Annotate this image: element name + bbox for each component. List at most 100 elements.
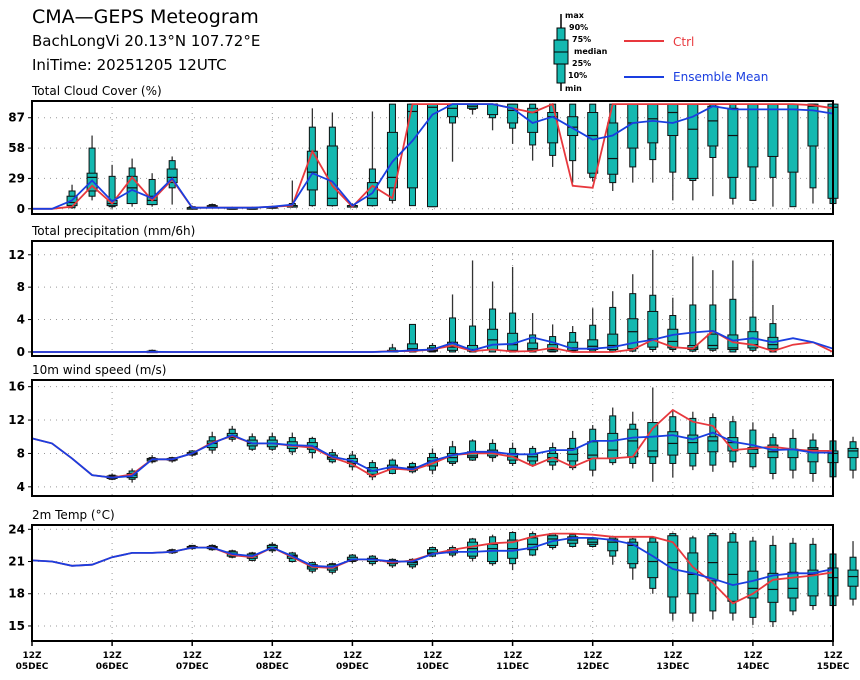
box-plot <box>226 425 238 442</box>
box-25-75 <box>326 145 338 207</box>
box-plot <box>587 425 599 476</box>
box-25-75 <box>787 571 799 599</box>
y-tick-label: 16 <box>8 380 25 394</box>
x-tick-label: 12Z <box>103 651 123 661</box>
box-plot <box>667 297 679 352</box>
box-10-90 <box>709 304 717 351</box>
box-25-75 <box>667 103 679 137</box>
box-plot <box>306 108 318 207</box>
box-plot <box>286 432 298 456</box>
y-tick-label: 87 <box>8 111 25 125</box>
y-tick-label: 0 <box>17 345 25 359</box>
legend-box-label: 75% <box>572 35 591 44</box>
panel-frame <box>31 100 834 215</box>
legend-mean-label: Ensemble Mean <box>673 70 768 84</box>
box-25-75 <box>647 541 659 579</box>
box-25-75 <box>647 310 659 348</box>
panel-frame <box>31 379 834 497</box>
y-tick-label: 0 <box>17 202 25 216</box>
x-tick-label: 10DEC <box>416 662 449 672</box>
box-25-75 <box>587 441 599 459</box>
box-plot <box>767 304 779 353</box>
x-tick-label: 11DEC <box>496 662 529 672</box>
box-25-75 <box>847 569 859 587</box>
y-tick-label: 15 <box>8 619 25 633</box>
legend-box-label: 10% <box>568 71 587 80</box>
box-25-75 <box>747 570 759 599</box>
y-tick-label: 12 <box>8 248 25 262</box>
x-tick-label: 15DEC <box>817 662 850 672</box>
box-plot <box>326 112 338 207</box>
box-plot <box>847 541 859 606</box>
box-25-75 <box>507 103 519 124</box>
box-25-75 <box>607 122 619 175</box>
y-tick-label: 4 <box>17 313 25 327</box>
box-plot <box>406 323 418 353</box>
y-tick-label: 8 <box>17 280 25 294</box>
box-plot <box>707 103 719 197</box>
box-plot <box>86 135 98 201</box>
box-plot <box>547 103 559 167</box>
box-25-75 <box>707 436 719 453</box>
box-plot <box>587 103 599 182</box>
box-plot <box>547 442 559 471</box>
box-plot <box>627 411 639 469</box>
box-plot <box>386 103 398 204</box>
box-plot <box>567 534 579 548</box>
box-plot <box>467 260 479 353</box>
legend-box-label: max <box>565 11 585 20</box>
init-time-label: IniTime: 20251205 12UTC <box>32 56 227 74</box>
box-25-75 <box>847 447 859 459</box>
box-plot <box>747 103 759 201</box>
box-plot <box>707 270 719 352</box>
box-plot <box>447 440 459 466</box>
ensemble-mean-line <box>32 103 834 210</box>
box-25-75 <box>607 432 619 459</box>
box-25-75 <box>727 107 739 178</box>
box-plot <box>487 439 499 462</box>
box-plot <box>567 103 579 183</box>
y-tick-label: 24 <box>8 522 25 536</box>
y-tick-label: 58 <box>8 141 25 155</box>
box-25-75 <box>727 541 739 602</box>
box-plot <box>487 103 499 131</box>
x-tick-label: 09DEC <box>336 662 369 672</box>
x-tick-label: 08DEC <box>256 662 289 672</box>
y-tick-label: 18 <box>8 587 25 601</box>
box-10-90 <box>449 317 457 353</box>
box-10-90 <box>689 304 697 352</box>
box-25-75 <box>787 103 799 173</box>
box-plot <box>647 537 659 594</box>
box-plot <box>767 103 779 207</box>
box-plot <box>607 407 619 466</box>
x-tick-label: 12Z <box>22 651 42 661</box>
box-plot <box>647 387 659 482</box>
box-plot <box>767 535 779 628</box>
box-25-75 <box>707 333 719 350</box>
legend-ctrl-label: Ctrl <box>673 35 694 49</box>
y-tick-label: 12 <box>8 413 25 427</box>
box-plot <box>707 413 719 472</box>
box-plot <box>727 103 739 205</box>
box-25-75 <box>807 447 819 463</box>
box-plot <box>647 103 659 183</box>
legend-box-label: min <box>565 84 582 93</box>
box-plot <box>587 308 599 352</box>
box-plot <box>627 274 639 352</box>
panel-title: 10m wind speed (m/s) <box>32 363 166 377</box>
box-25-75 <box>166 168 178 184</box>
box-plot <box>627 103 639 183</box>
box-25-75 <box>647 103 659 144</box>
box-10-90 <box>469 440 477 461</box>
box-25-75 <box>86 172 98 192</box>
box-25-75 <box>587 112 599 174</box>
x-tick-label: 12Z <box>583 651 603 661</box>
box-25-75 <box>487 543 499 563</box>
ensemble-mean-line <box>31 537 834 587</box>
box-plot <box>807 433 819 482</box>
box-plot <box>487 281 499 353</box>
box-25-75 <box>647 422 659 458</box>
box-plot <box>707 532 719 620</box>
x-tick-label: 07DEC <box>176 662 209 672</box>
